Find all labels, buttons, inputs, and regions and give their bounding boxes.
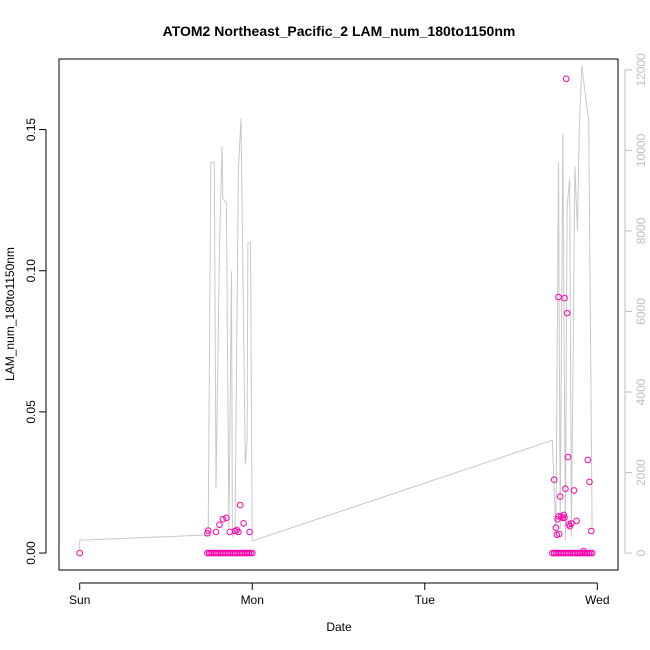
data-point <box>212 528 220 536</box>
data-point <box>573 517 580 525</box>
data-point <box>552 524 560 532</box>
data-point <box>248 549 256 557</box>
data-point <box>555 293 562 301</box>
y-tick-label: 0.05 <box>24 400 38 424</box>
data-point <box>231 527 239 535</box>
data-point <box>204 530 211 537</box>
y2-tick-label: 10000 <box>634 133 648 167</box>
data-point <box>236 501 244 509</box>
data-point <box>560 511 568 519</box>
data-point <box>563 309 571 317</box>
y-tick-label: 0.00 <box>24 541 38 565</box>
data-point <box>586 478 593 486</box>
point-layer <box>76 75 596 557</box>
y2-tick-label: 12000 <box>634 53 648 87</box>
data-point <box>562 75 570 83</box>
data-point <box>556 493 564 500</box>
y2-tick-label: 6000 <box>634 298 648 325</box>
data-point <box>219 515 227 523</box>
data-point <box>584 456 592 464</box>
data-point <box>204 527 212 534</box>
y-tick-label: 0.15 <box>24 118 38 142</box>
plot-frame <box>58 58 619 571</box>
y-axis-label: LAM_num_180to1150nm <box>3 247 17 381</box>
data-point <box>561 294 568 302</box>
data-point <box>588 549 596 557</box>
chart-title: ATOM2 Northeast_Pacific_2 LAM_num_180to1… <box>163 23 516 39</box>
y2-tick-label: 2000 <box>634 459 648 486</box>
data-point <box>561 514 568 522</box>
data-point <box>564 453 572 461</box>
data-point <box>568 520 575 527</box>
data-point <box>216 521 223 529</box>
data-point <box>570 487 578 494</box>
data-point <box>246 528 253 536</box>
line-layer <box>79 65 593 550</box>
x-tick-label: Tue <box>415 593 436 607</box>
data-point <box>556 530 563 538</box>
y2-tick-label: 0 <box>634 549 648 556</box>
data-point <box>562 485 569 493</box>
x-axis-label: Date <box>326 620 352 634</box>
data-point <box>233 526 240 534</box>
axes-layer: Sun Mon Tue Wed 0.00 0.05 0.10 0.15 0 2000 4000 600… <box>24 53 648 607</box>
data-point <box>235 528 242 536</box>
data-point <box>226 528 234 536</box>
data-point <box>588 527 595 535</box>
y-tick-label: 0.10 <box>24 259 38 283</box>
x-tick-label: Mon <box>241 593 264 607</box>
data-point <box>76 549 83 557</box>
series-line <box>79 65 593 550</box>
x-tick-label: Sun <box>69 593 90 607</box>
y2-tick-label: 4000 <box>634 378 648 405</box>
data-point <box>240 520 247 527</box>
x-tick-label: Wed <box>585 593 609 607</box>
data-point <box>550 476 558 484</box>
y2-tick-label: 8000 <box>634 217 648 244</box>
data-point <box>223 514 230 522</box>
